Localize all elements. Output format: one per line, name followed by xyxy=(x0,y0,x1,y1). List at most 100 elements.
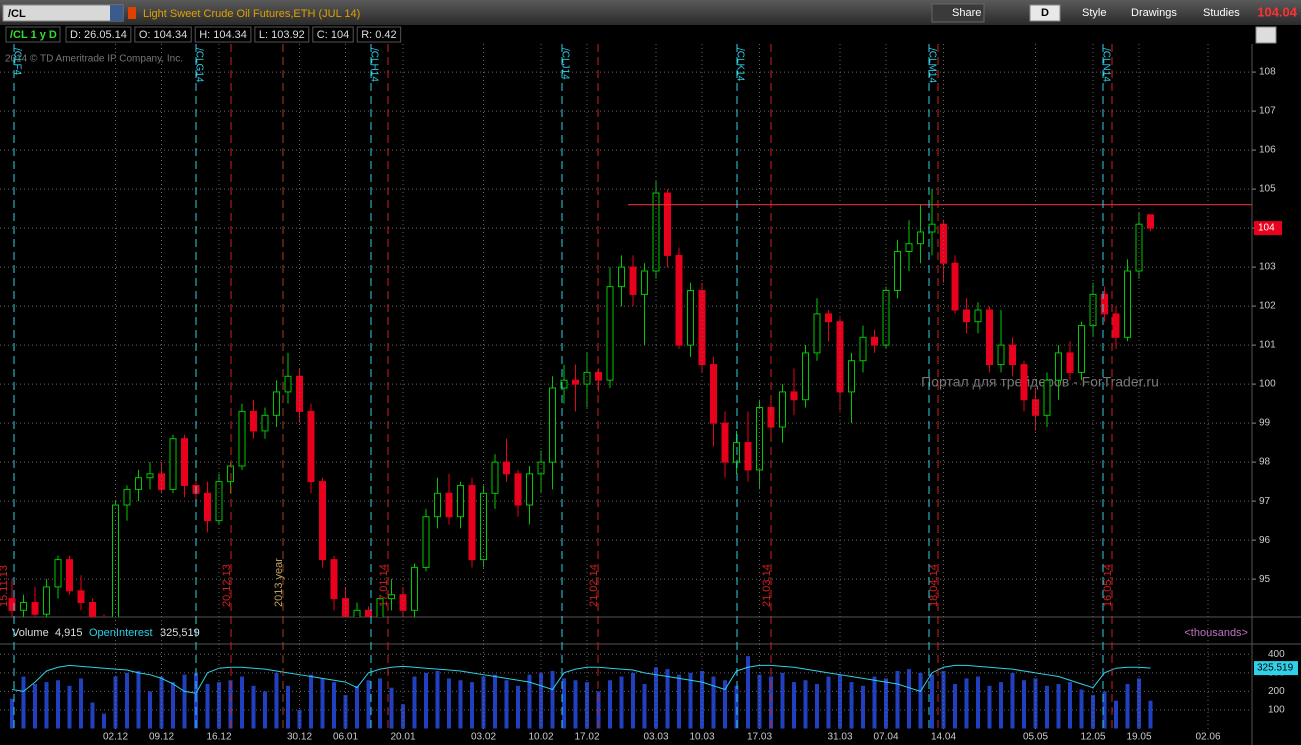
x-tick-label: 06.01 xyxy=(333,732,358,743)
volume-bar xyxy=(849,682,854,729)
x-tick-label: 02.06 xyxy=(1195,732,1220,743)
candle-body xyxy=(422,516,430,568)
y-tick-label: 107 xyxy=(1259,106,1276,117)
volume-bar xyxy=(769,676,773,729)
candle-body xyxy=(1089,293,1097,327)
candle-body xyxy=(664,192,671,256)
volume-value: 4,915 xyxy=(55,627,83,639)
candle-body xyxy=(1101,293,1108,315)
volume-bar xyxy=(1056,683,1061,729)
volume-bar xyxy=(815,683,819,729)
volume-bar xyxy=(711,676,716,729)
y-tick-label: 105 xyxy=(1259,184,1276,195)
oi-value: 325,519 xyxy=(160,627,200,639)
candle-body xyxy=(250,410,257,432)
volume-bar xyxy=(953,683,957,729)
candle-body xyxy=(77,590,85,604)
candle-body xyxy=(1032,399,1039,416)
y-tick-label: 101 xyxy=(1259,340,1276,351)
candle-body xyxy=(342,598,349,617)
y-tick-label: 103 xyxy=(1259,262,1276,273)
watermark: Портал для трейдеров - ForTrader.ru xyxy=(921,374,1159,390)
x-tick-label: 19.05 xyxy=(1126,732,1151,743)
info-item: O: 104.34 xyxy=(139,29,187,41)
candle-body xyxy=(273,391,280,416)
volume-bar xyxy=(297,709,302,729)
candle-body xyxy=(698,289,706,366)
info-box xyxy=(194,26,252,43)
volume-bar xyxy=(562,678,566,729)
candle-body xyxy=(457,485,464,518)
candle-body xyxy=(1055,352,1062,381)
candle-body xyxy=(905,243,913,252)
candle-body xyxy=(181,438,188,487)
share-button[interactable] xyxy=(931,3,985,23)
volume-bar xyxy=(1010,672,1015,729)
x-tick-label: 03.02 xyxy=(471,732,496,743)
candle-body xyxy=(66,559,73,592)
volume-bar xyxy=(573,680,578,729)
volume-bar xyxy=(527,674,532,729)
volume-bar xyxy=(286,685,290,729)
volume-bar xyxy=(481,676,486,729)
symbol-dropdown[interactable] xyxy=(110,5,123,21)
candle-body xyxy=(376,598,384,617)
drawings-label[interactable]: Drawings xyxy=(1131,7,1177,19)
volume-bar xyxy=(976,676,980,729)
candle-body xyxy=(871,336,878,346)
volume-bar xyxy=(90,702,95,729)
candle-body xyxy=(491,461,499,494)
volume-bar xyxy=(677,674,681,729)
candle-body xyxy=(641,270,648,295)
info-item: D: 26.05.14 xyxy=(70,29,127,41)
contract-label: /CLH14 xyxy=(368,48,379,82)
volume-bar xyxy=(999,682,1003,729)
candle-body xyxy=(606,286,614,381)
x-tick-label: 20.01 xyxy=(390,732,415,743)
period-button[interactable] xyxy=(1029,4,1061,22)
candle-body xyxy=(1147,214,1154,229)
volume-bar xyxy=(930,674,934,729)
chart-title: Light Sweet Crude Oil Futures,ETH (JUL 1… xyxy=(143,8,360,20)
settings-button[interactable] xyxy=(1255,26,1277,44)
toolbar xyxy=(0,0,1301,25)
candle-body xyxy=(560,379,568,389)
volume-bar xyxy=(861,685,865,729)
candle-body xyxy=(399,594,407,611)
volume-bar xyxy=(320,678,325,729)
volume-bar xyxy=(378,678,382,729)
studies-label[interactable]: Studies xyxy=(1203,7,1240,19)
candle-body xyxy=(123,488,131,506)
volume-bar xyxy=(1148,700,1153,729)
candle-body xyxy=(365,609,372,617)
volume-bar xyxy=(964,678,969,729)
volume-panel xyxy=(0,653,1252,729)
volume-bar xyxy=(355,685,359,729)
x-tick-label: 10.02 xyxy=(528,732,553,743)
candle-body xyxy=(997,344,1005,366)
volume-bar xyxy=(332,682,336,729)
volume-bar xyxy=(642,683,647,729)
candle-body xyxy=(756,407,763,471)
volume-bar xyxy=(113,676,118,729)
volume-bar xyxy=(688,672,693,729)
volume-bar xyxy=(1022,680,1026,729)
volume-bar xyxy=(389,687,394,729)
style-label[interactable]: Style xyxy=(1082,7,1106,19)
x-tick-label: 30.12 xyxy=(287,732,312,743)
volume-bar xyxy=(102,713,106,729)
candle-body xyxy=(238,410,246,467)
volume-bar xyxy=(182,674,187,729)
candle-body xyxy=(1043,379,1051,416)
contract-label: /CLK14 xyxy=(734,48,745,82)
candle-body xyxy=(802,352,809,401)
copyright: 2014 © TD Ameritrade IP Company, Inc. xyxy=(5,54,183,65)
volume-bar xyxy=(504,680,509,729)
volume-bar xyxy=(826,676,831,729)
volume-bar xyxy=(608,680,612,729)
candle-body xyxy=(54,559,62,588)
candle-body xyxy=(928,223,936,233)
candle-body xyxy=(1135,223,1143,272)
y-tick-label: 96 xyxy=(1259,535,1271,546)
y-tick-label: 102 xyxy=(1259,301,1276,312)
